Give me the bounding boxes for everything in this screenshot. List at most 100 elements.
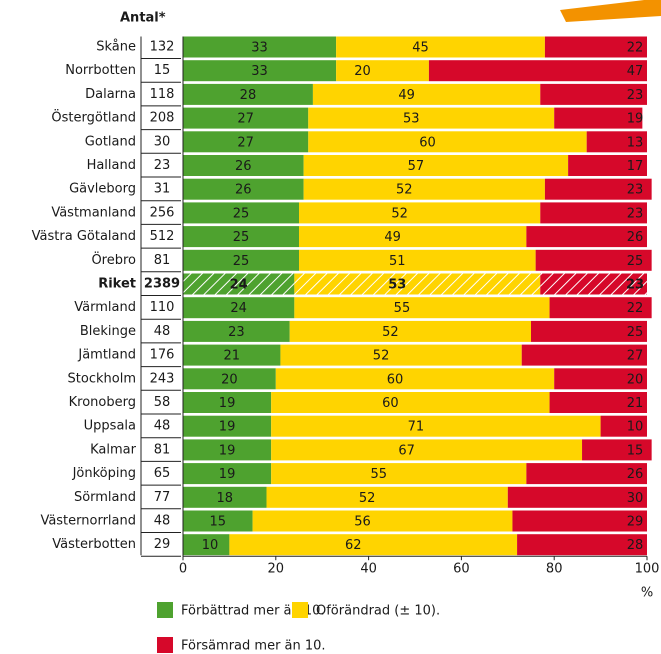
bar-segment: [229, 534, 517, 555]
x-axis-label: %: [641, 586, 653, 601]
count-label: 2389: [144, 277, 180, 292]
count-label: 48: [154, 514, 171, 529]
legend-swatch: [157, 602, 173, 618]
value-label: 25: [233, 206, 250, 221]
value-label: 19: [627, 112, 644, 127]
category-label: Jönköping: [72, 466, 136, 481]
value-label: 25: [233, 254, 250, 269]
value-label: 18: [216, 491, 233, 506]
value-label: 25: [627, 254, 644, 269]
value-label: 33: [251, 41, 268, 56]
value-label: 22: [627, 301, 644, 316]
category-label: Halland: [87, 158, 136, 173]
count-label: 30: [154, 134, 171, 149]
bar-segment: [280, 345, 521, 366]
value-label: 22: [627, 41, 644, 56]
value-label: 47: [627, 64, 644, 79]
value-label: 26: [235, 159, 252, 174]
value-label: 52: [373, 349, 390, 364]
count-label: 110: [150, 300, 175, 315]
bar-segment: [336, 37, 545, 58]
count-label: 512: [150, 229, 175, 244]
value-label: 19: [219, 467, 236, 482]
count-label: 29: [154, 537, 171, 552]
value-label: 27: [237, 135, 254, 150]
value-label: 30: [627, 491, 644, 506]
value-label: 23: [228, 325, 245, 340]
bar-segment: [429, 60, 647, 81]
category-label: Skåne: [96, 40, 136, 55]
count-label: 256: [150, 205, 175, 220]
bar-segment: [336, 60, 429, 81]
legend-label: Oförändrad (± 10).: [316, 604, 440, 619]
value-label: 26: [627, 467, 644, 482]
legend-label: Försämrad mer än 10.: [181, 639, 326, 654]
bar-segment: [276, 368, 554, 389]
count-label: 243: [150, 371, 175, 386]
count-label: 81: [154, 442, 171, 457]
value-label: 15: [627, 443, 644, 458]
value-label: 28: [627, 538, 644, 553]
x-tick-label: 100: [635, 562, 660, 577]
chart: Antal* Skåne132334522Norrbotten15332047D…: [0, 0, 661, 654]
badge: [560, 0, 661, 22]
category-label: Värmland: [74, 300, 136, 315]
value-label: 23: [626, 278, 644, 293]
category-label: Kronoberg: [69, 395, 136, 410]
value-label: 19: [219, 443, 236, 458]
counts-header: Antal*: [120, 11, 166, 26]
value-label: 56: [354, 515, 371, 530]
bar-segment: [253, 511, 513, 532]
category-label: Riket: [98, 277, 136, 292]
bar-segment: [271, 392, 549, 413]
value-label: 55: [370, 467, 387, 482]
value-label: 27: [237, 112, 254, 127]
x-tick-label: 20: [268, 562, 285, 577]
count-label: 176: [150, 348, 175, 363]
value-label: 52: [359, 491, 376, 506]
category-label: Västerbotten: [52, 537, 136, 552]
category-label: Gotland: [85, 134, 136, 149]
value-label: 17: [627, 159, 644, 174]
bar-segment: [271, 439, 582, 460]
category-label: Uppsala: [84, 419, 136, 434]
category-label: Gävleborg: [69, 182, 136, 197]
value-label: 23: [627, 183, 644, 198]
value-label: 10: [627, 420, 644, 435]
bar-segment: [294, 297, 549, 318]
bar-segment: [304, 179, 545, 200]
count-label: 15: [154, 63, 171, 78]
category-label: Stockholm: [68, 371, 136, 386]
category-label: Västra Götaland: [32, 229, 136, 244]
x-tick-label: 60: [453, 562, 470, 577]
bar-segment: [271, 463, 526, 484]
value-label: 24: [230, 278, 248, 293]
category-label: Dalarna: [85, 87, 136, 102]
value-label: 26: [627, 230, 644, 245]
value-label: 62: [345, 538, 362, 553]
value-label: 19: [219, 420, 236, 435]
count-label: 48: [154, 419, 171, 434]
value-label: 55: [394, 301, 411, 316]
value-label: 49: [384, 230, 401, 245]
value-label: 52: [382, 325, 399, 340]
value-label: 60: [387, 372, 404, 387]
count-label: 77: [154, 490, 171, 505]
bar-segment: [308, 108, 554, 129]
count-label: 31: [154, 182, 171, 197]
value-label: 52: [396, 183, 413, 198]
category-label: Sörmland: [74, 490, 136, 505]
value-label: 57: [408, 159, 425, 174]
value-label: 25: [233, 230, 250, 245]
value-label: 24: [230, 301, 247, 316]
bar-segment: [299, 226, 526, 247]
value-label: 51: [389, 254, 406, 269]
value-label: 27: [627, 349, 644, 364]
value-label: 20: [221, 372, 238, 387]
value-label: 26: [235, 183, 252, 198]
value-label: 33: [251, 64, 268, 79]
value-label: 45: [412, 41, 429, 56]
category-label: Norrbotten: [65, 63, 136, 78]
bar-segment: [308, 131, 586, 152]
bar-segment: [299, 202, 540, 223]
